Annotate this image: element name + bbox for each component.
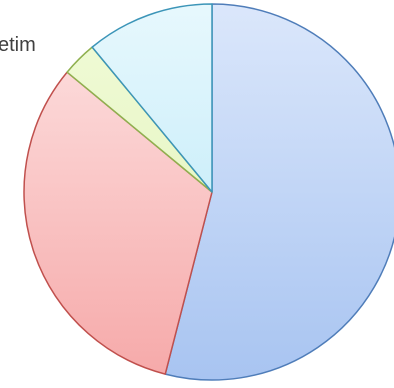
pie-slice-4: [91, 3, 213, 193]
pie-slices: [23, 3, 394, 381]
pie-slice-2: [23, 71, 213, 375]
slice-label-fragment: etim: [0, 34, 36, 56]
pie-slice-1: [164, 3, 394, 381]
